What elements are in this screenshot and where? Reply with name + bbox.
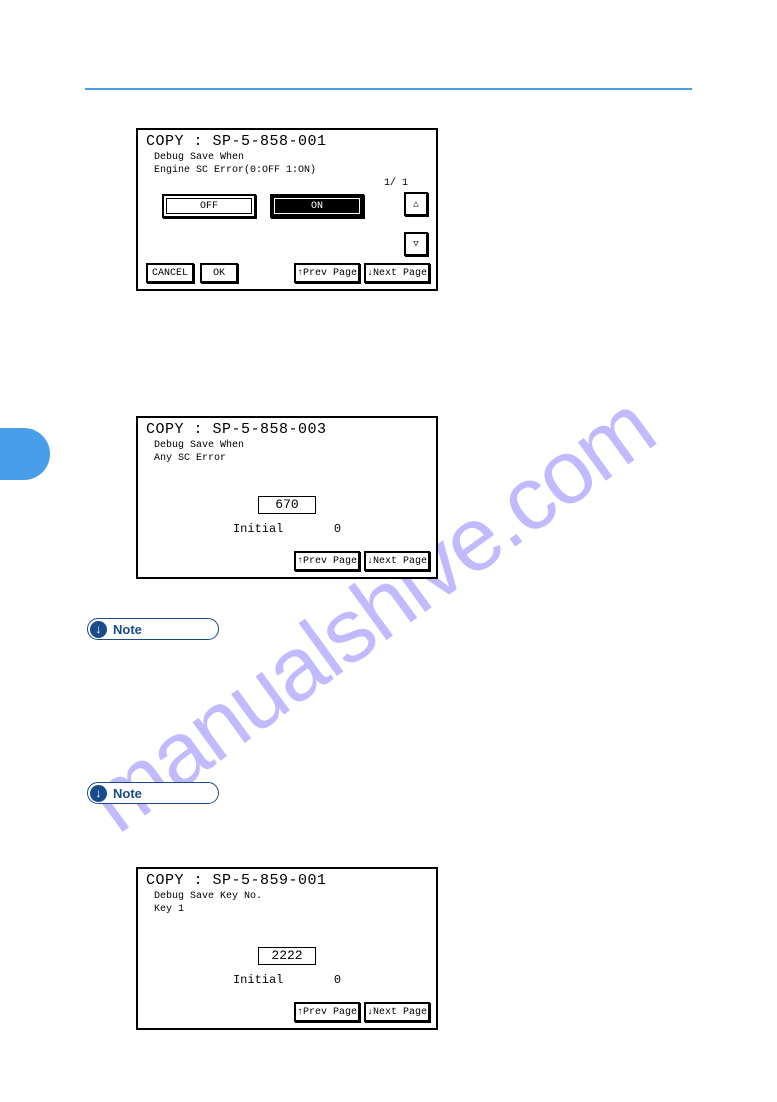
panel3-next-label: ↓Next Page xyxy=(367,1007,427,1018)
side-tab xyxy=(0,428,50,480)
panel3-title: COPY : SP-5-859-001 xyxy=(138,869,436,890)
panel2-prev-label: ↑Prev Page xyxy=(297,556,357,567)
on-label: ON xyxy=(311,201,323,212)
note-badge-1: ↓ Note xyxy=(87,618,219,640)
panel-sp-5-858-003: COPY : SP-5-858-003 Debug Save When Any … xyxy=(136,416,438,579)
panel3-initial-row: Initial 0 xyxy=(138,973,436,987)
scroll-up-button[interactable]: △ xyxy=(404,192,428,216)
note-arrow-icon-2: ↓ xyxy=(90,785,107,802)
panel3-line2: Key 1 xyxy=(138,903,436,916)
panel2-title: COPY : SP-5-858-003 xyxy=(138,418,436,439)
next-label: ↓Next Page xyxy=(367,268,427,279)
cancel-button[interactable]: CANCEL xyxy=(146,263,194,283)
on-button[interactable]: ON xyxy=(270,194,364,218)
panel2-prev-button[interactable]: ↑Prev Page xyxy=(294,551,360,571)
ok-label: OK xyxy=(213,268,225,279)
panel3-initial-label: Initial xyxy=(233,973,283,987)
panel2-line1: Debug Save When xyxy=(138,439,436,452)
next-page-button[interactable]: ↓Next Page xyxy=(364,263,430,283)
panel3-next-button[interactable]: ↓Next Page xyxy=(364,1002,430,1022)
panel3-initial-value: 0 xyxy=(334,973,341,987)
off-label: OFF xyxy=(200,201,218,212)
header-divider xyxy=(85,88,692,90)
prev-page-button[interactable]: ↑Prev Page xyxy=(294,263,360,283)
panel2-initial-row: Initial 0 xyxy=(138,522,436,536)
down-arrow-icon: ▽ xyxy=(413,239,418,249)
panel1-line2: Engine SC Error(0:OFF 1:ON) xyxy=(138,164,436,177)
panel2-initial-value: 0 xyxy=(334,522,341,536)
panel3-line1: Debug Save Key No. xyxy=(138,890,436,903)
note-badge-2: ↓ Note xyxy=(87,782,219,804)
off-button[interactable]: OFF xyxy=(162,194,256,218)
panel2-initial-label: Initial xyxy=(233,522,283,536)
scroll-down-button[interactable]: ▽ xyxy=(404,232,428,256)
panel-sp-5-859-001: COPY : SP-5-859-001 Debug Save Key No. K… xyxy=(136,867,438,1030)
note1-text: Note xyxy=(113,622,142,637)
panel3-prev-button[interactable]: ↑Prev Page xyxy=(294,1002,360,1022)
up-arrow-icon: △ xyxy=(413,199,418,209)
ok-button[interactable]: OK xyxy=(200,263,238,283)
prev-label: ↑Prev Page xyxy=(297,268,357,279)
panel2-next-label: ↓Next Page xyxy=(367,556,427,567)
panel1-title: COPY : SP-5-858-001 xyxy=(138,130,436,151)
note-arrow-icon: ↓ xyxy=(90,621,107,638)
panel-sp-5-858-001: COPY : SP-5-858-001 Debug Save When Engi… xyxy=(136,128,438,291)
note2-text: Note xyxy=(113,786,142,801)
panel3-prev-label: ↑Prev Page xyxy=(297,1007,357,1018)
panel1-line1: Debug Save When xyxy=(138,151,436,164)
panel2-line2: Any SC Error xyxy=(138,452,436,465)
cancel-label: CANCEL xyxy=(152,268,188,279)
panel2-value: 670 xyxy=(258,496,316,514)
panel3-value: 2222 xyxy=(258,947,316,965)
panel2-next-button[interactable]: ↓Next Page xyxy=(364,551,430,571)
panel1-pager: 1/ 1 xyxy=(384,178,408,189)
